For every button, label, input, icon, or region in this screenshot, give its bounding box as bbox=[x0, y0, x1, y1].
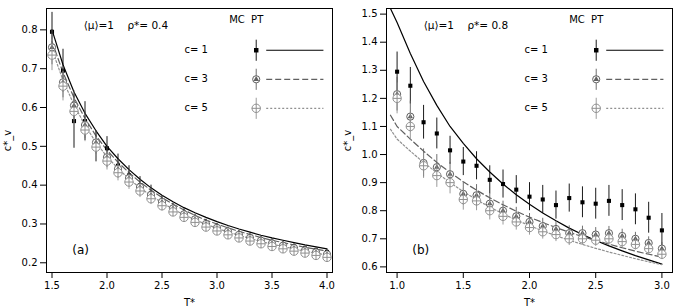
svg-text:3.0: 3.0 bbox=[209, 280, 225, 291]
svg-text:2.0: 2.0 bbox=[99, 280, 115, 291]
svg-text:1.5: 1.5 bbox=[455, 280, 471, 291]
svg-text:3.5: 3.5 bbox=[264, 280, 280, 291]
svg-text:T*: T* bbox=[523, 297, 535, 308]
svg-text:1.1: 1.1 bbox=[362, 121, 378, 132]
svg-text:0.6: 0.6 bbox=[362, 261, 378, 272]
svg-text:c= 3: c= 3 bbox=[184, 73, 207, 84]
svg-text:c*_v: c*_v bbox=[2, 130, 14, 151]
svg-text:(b): (b) bbox=[412, 243, 429, 257]
svg-text:4.0: 4.0 bbox=[319, 280, 335, 291]
svg-text:1.0: 1.0 bbox=[362, 149, 378, 160]
svg-text:⟨μ⟩=1 ρ*= 0.4: ⟨μ⟩=1 ρ*= 0.4 bbox=[84, 19, 169, 31]
svg-text:2.5: 2.5 bbox=[588, 280, 604, 291]
svg-text:0.4: 0.4 bbox=[22, 179, 38, 190]
svg-text:2.0: 2.0 bbox=[522, 280, 538, 291]
svg-text:0.8: 0.8 bbox=[22, 24, 38, 35]
svg-text:MC PT: MC PT bbox=[229, 14, 264, 25]
svg-text:0.7: 0.7 bbox=[362, 233, 378, 244]
svg-text:3.0: 3.0 bbox=[654, 280, 670, 291]
svg-text:c= 3: c= 3 bbox=[524, 73, 547, 84]
svg-text:c= 1: c= 1 bbox=[524, 44, 547, 55]
svg-text:0.2: 0.2 bbox=[22, 257, 38, 268]
svg-text:0.7: 0.7 bbox=[22, 63, 38, 74]
svg-text:0.6: 0.6 bbox=[22, 102, 38, 113]
svg-text:1.5: 1.5 bbox=[362, 8, 378, 19]
svg-text:0.8: 0.8 bbox=[362, 205, 378, 216]
svg-text:MC PT: MC PT bbox=[569, 14, 604, 25]
svg-text:0.9: 0.9 bbox=[362, 177, 378, 188]
svg-text:1.0: 1.0 bbox=[389, 280, 405, 291]
svg-text:c= 5: c= 5 bbox=[184, 102, 207, 113]
svg-text:c= 1: c= 1 bbox=[184, 44, 207, 55]
svg-text:⟨μ⟩=1 ρ*= 0.8: ⟨μ⟩=1 ρ*= 0.8 bbox=[424, 19, 508, 31]
svg-text:c*_v: c*_v bbox=[342, 130, 354, 151]
svg-text:c= 5: c= 5 bbox=[524, 102, 547, 113]
svg-text:1.5: 1.5 bbox=[44, 280, 60, 291]
svg-text:(a): (a) bbox=[72, 243, 89, 257]
svg-text:2.5: 2.5 bbox=[154, 280, 170, 291]
svg-text:T*: T* bbox=[183, 297, 195, 308]
svg-text:1.3: 1.3 bbox=[362, 64, 378, 75]
svg-text:0.5: 0.5 bbox=[22, 141, 38, 152]
svg-text:1.4: 1.4 bbox=[362, 36, 378, 47]
svg-text:0.3: 0.3 bbox=[22, 218, 38, 229]
svg-text:1.2: 1.2 bbox=[362, 93, 378, 104]
